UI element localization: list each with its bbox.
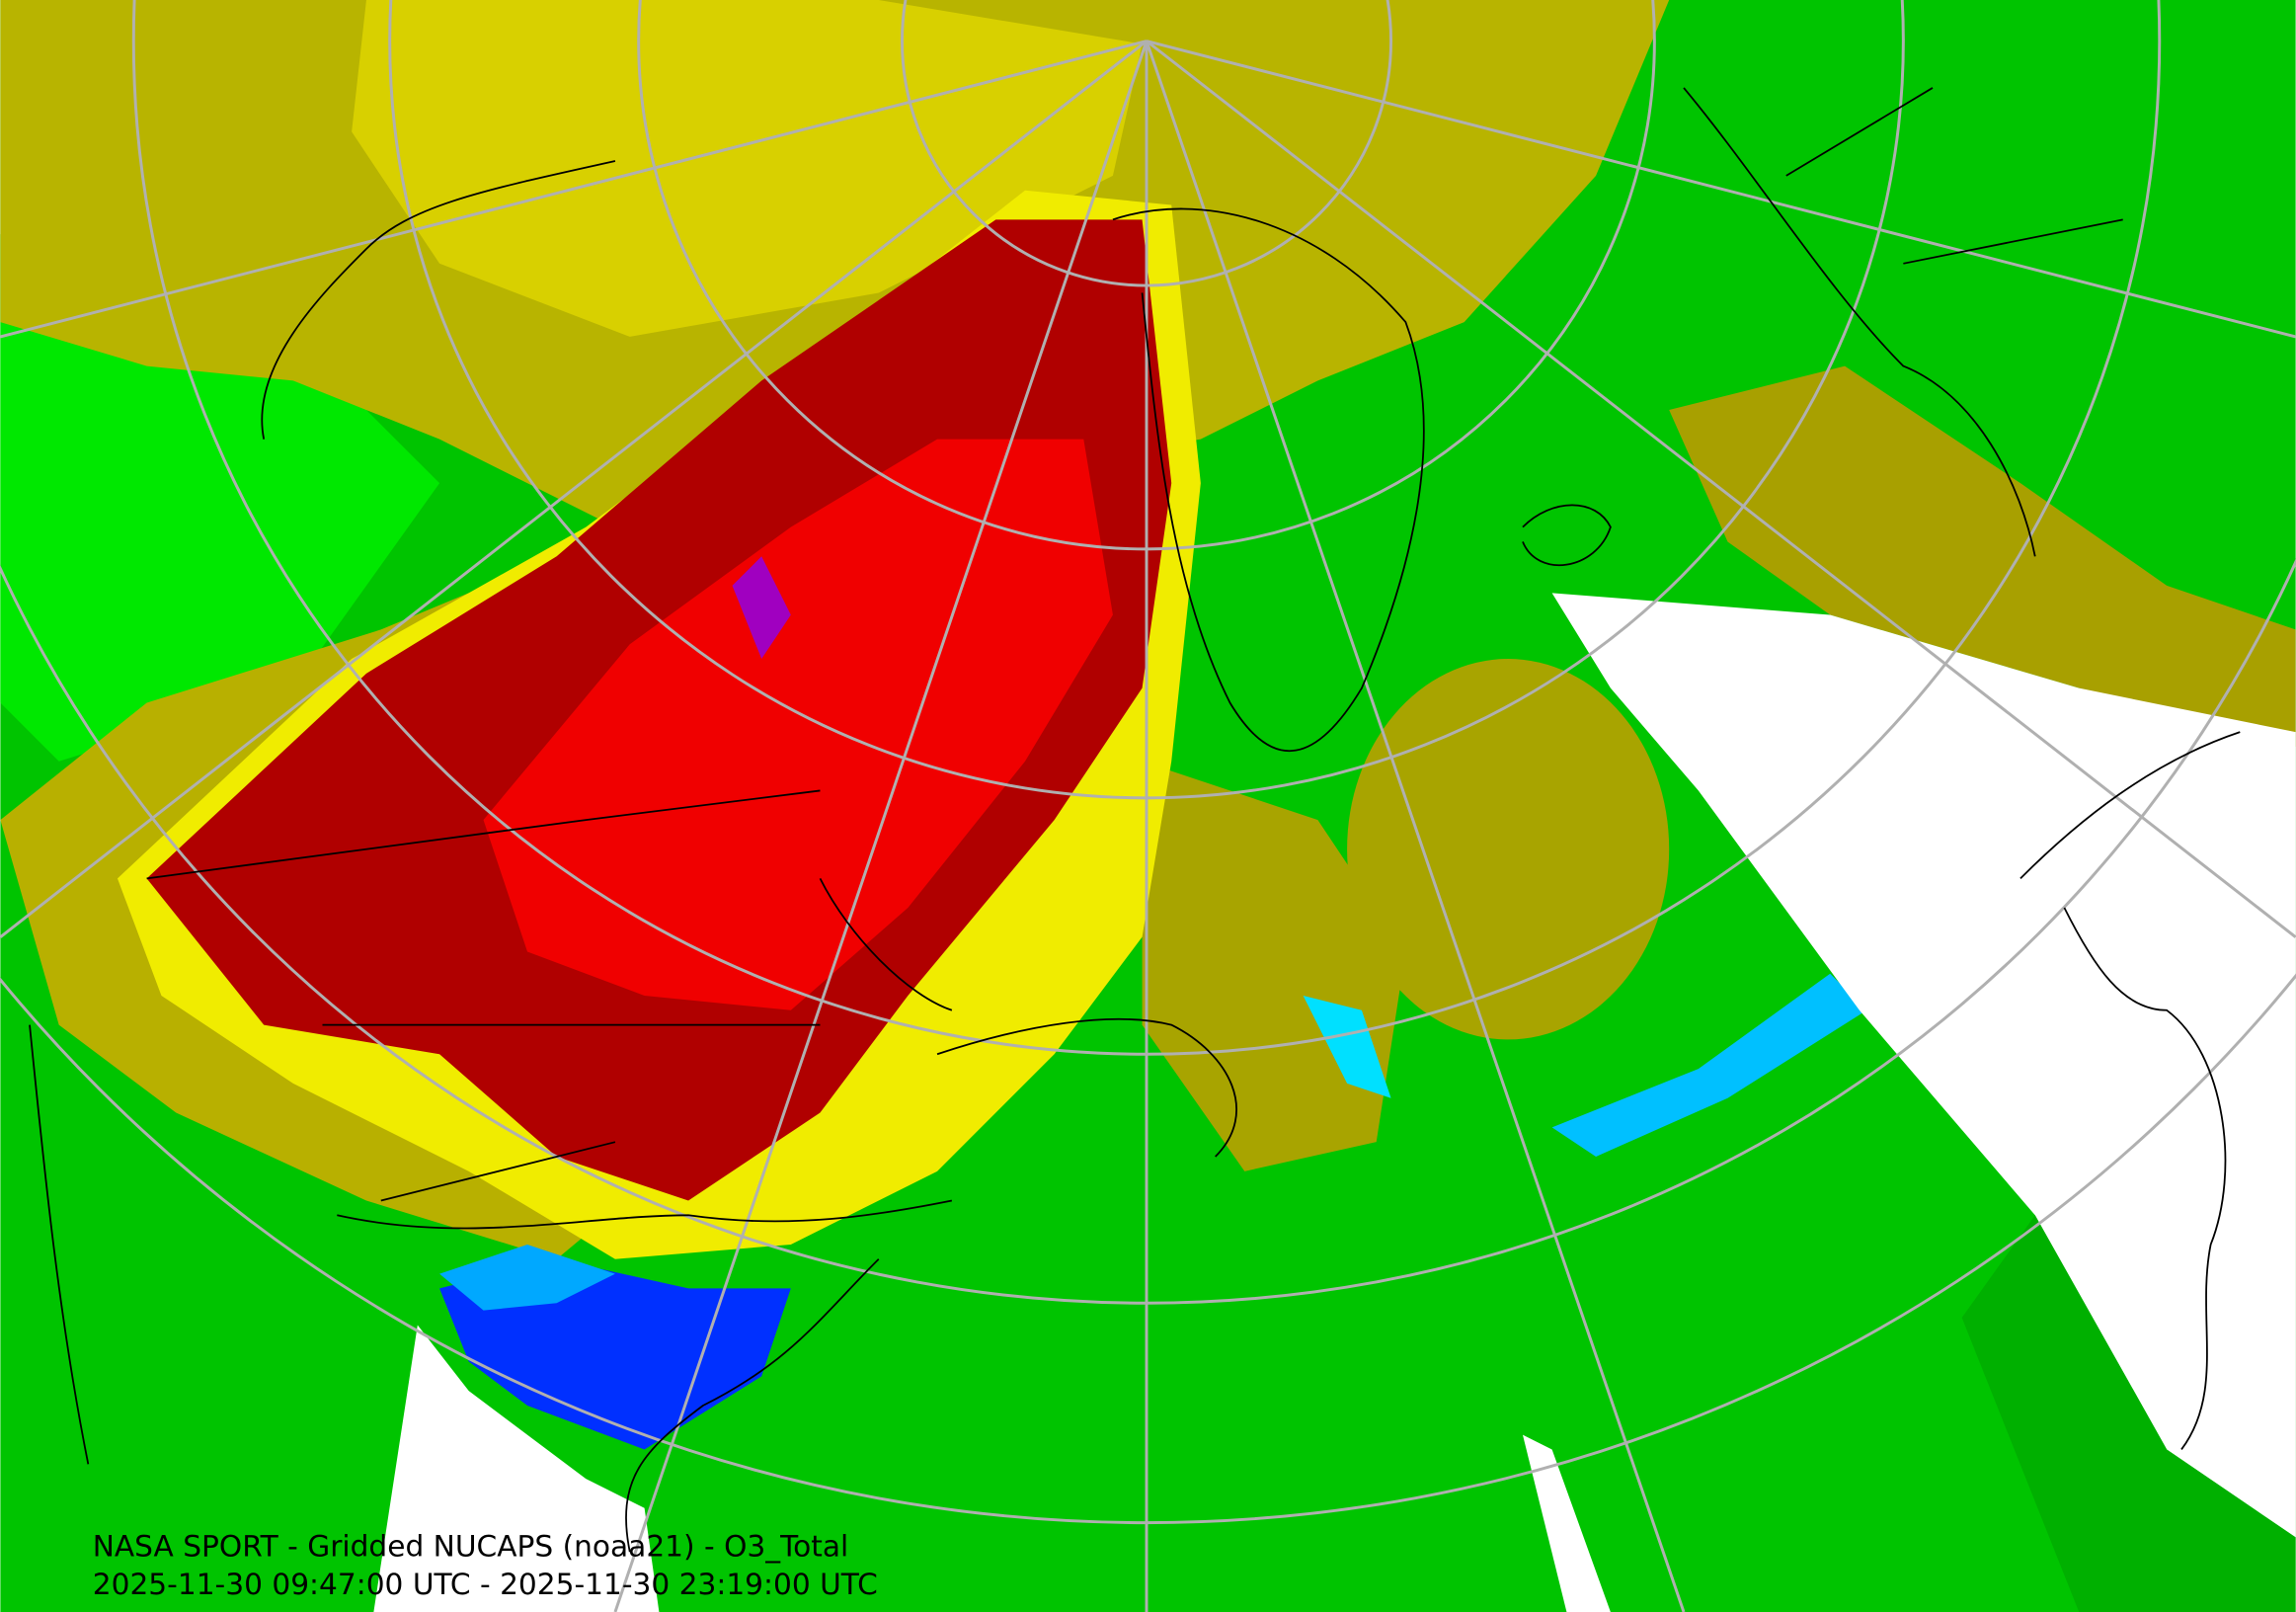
meridian — [0, 40, 1148, 339]
field-cyan-labrador — [1303, 995, 1391, 1098]
field-no-data-south — [373, 1325, 660, 1612]
coastline — [1112, 207, 1425, 753]
coastline — [29, 160, 616, 1465]
field-olive-europe — [1669, 365, 2296, 747]
caption-line: NASA SPORT - Gridded NUCAPS (noaa21) - O… — [93, 1529, 849, 1564]
field-olive-atlantic — [1347, 659, 1670, 1040]
field-yellow-north — [352, 0, 1143, 337]
coastline — [1522, 504, 1612, 566]
coastline — [337, 1199, 953, 1553]
coastline — [2019, 731, 2241, 1450]
field-cyan-atlantic — [1551, 973, 1867, 1158]
coastlines — [29, 87, 2241, 1553]
meridian — [1146, 40, 2296, 938]
caption-line: 2025-11-30 09:47:00 UTC - 2025-11-30 23:… — [93, 1567, 878, 1601]
coastline — [819, 877, 1237, 1158]
field-red — [483, 439, 1113, 1010]
meridian — [1146, 40, 2296, 339]
field-no-data-strip — [1522, 1434, 1611, 1612]
field-purple — [732, 556, 791, 660]
meridian — [613, 40, 1148, 1612]
coastline — [1683, 87, 2123, 557]
meridian — [0, 40, 1148, 938]
field-blue — [439, 1258, 791, 1450]
border — [146, 789, 821, 1202]
field-no-data-east — [1551, 593, 2296, 1538]
field-green-southeast — [1961, 1215, 2296, 1612]
field-cyan-west — [439, 1244, 615, 1311]
meridian — [1145, 40, 1686, 1612]
field-bright-green — [0, 234, 440, 762]
